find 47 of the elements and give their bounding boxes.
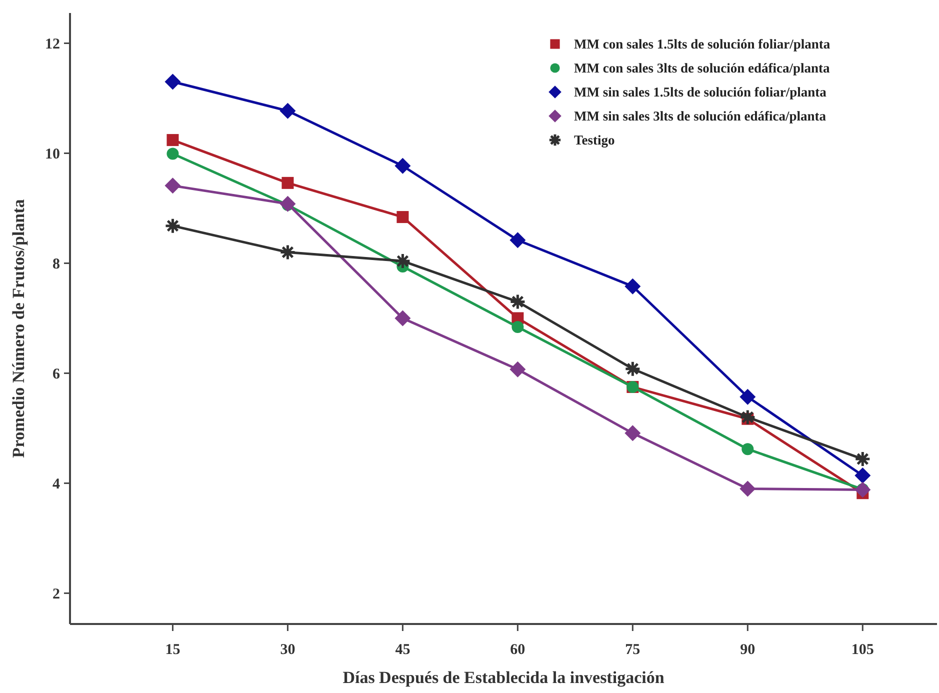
x-tick-label: 75 bbox=[625, 642, 640, 658]
y-tick-label: 2 bbox=[52, 586, 60, 602]
point bbox=[512, 321, 524, 334]
x-tick-label: 45 bbox=[395, 642, 410, 658]
point bbox=[854, 468, 871, 484]
y-tick-label: 12 bbox=[45, 36, 60, 52]
point bbox=[510, 361, 526, 378]
y-axis-title: Promedio Número de Frutos/planta bbox=[9, 198, 28, 458]
point bbox=[280, 196, 296, 212]
legend-label: MM con sales 3lts de solución edáfica/planta bbox=[574, 60, 830, 76]
legend-label: MM con sales 1.5lts de solución foliar/planta bbox=[574, 36, 830, 52]
point bbox=[396, 211, 409, 224]
y-tick-label: 8 bbox=[52, 256, 60, 272]
y-tick-label: 6 bbox=[52, 366, 60, 382]
point bbox=[624, 425, 641, 442]
point bbox=[740, 480, 756, 497]
point bbox=[164, 218, 181, 234]
point bbox=[510, 232, 526, 248]
point bbox=[164, 178, 181, 194]
x-axis-title: Días Después de Establecida la investigación bbox=[342, 668, 665, 687]
x-tick-label: 105 bbox=[851, 642, 874, 658]
point bbox=[164, 74, 181, 90]
legend-label: MM sin sales 1.5lts de solución foliar/planta bbox=[574, 84, 827, 100]
x-tick-label: 60 bbox=[510, 642, 526, 658]
point bbox=[394, 252, 411, 270]
point bbox=[854, 450, 871, 468]
point bbox=[280, 102, 296, 119]
point bbox=[394, 310, 411, 326]
x-tick-label: 90 bbox=[740, 642, 756, 658]
point bbox=[742, 443, 754, 456]
point bbox=[509, 293, 526, 310]
point bbox=[166, 148, 179, 160]
legend-label: Testigo bbox=[574, 132, 616, 148]
point bbox=[854, 482, 871, 498]
x-tick-label: 30 bbox=[280, 642, 296, 658]
point bbox=[624, 360, 641, 378]
y-tick-label: 4 bbox=[52, 476, 60, 492]
point bbox=[740, 388, 756, 405]
point bbox=[282, 176, 294, 189]
point bbox=[394, 158, 411, 174]
y-tick-label: 10 bbox=[45, 146, 60, 162]
point bbox=[739, 408, 756, 426]
legend-label: MM sin sales 3lts de solución edáfica/planta bbox=[574, 108, 826, 124]
point bbox=[624, 278, 641, 294]
point bbox=[166, 134, 179, 146]
point bbox=[279, 244, 296, 260]
x-tick-label: 15 bbox=[165, 642, 180, 658]
